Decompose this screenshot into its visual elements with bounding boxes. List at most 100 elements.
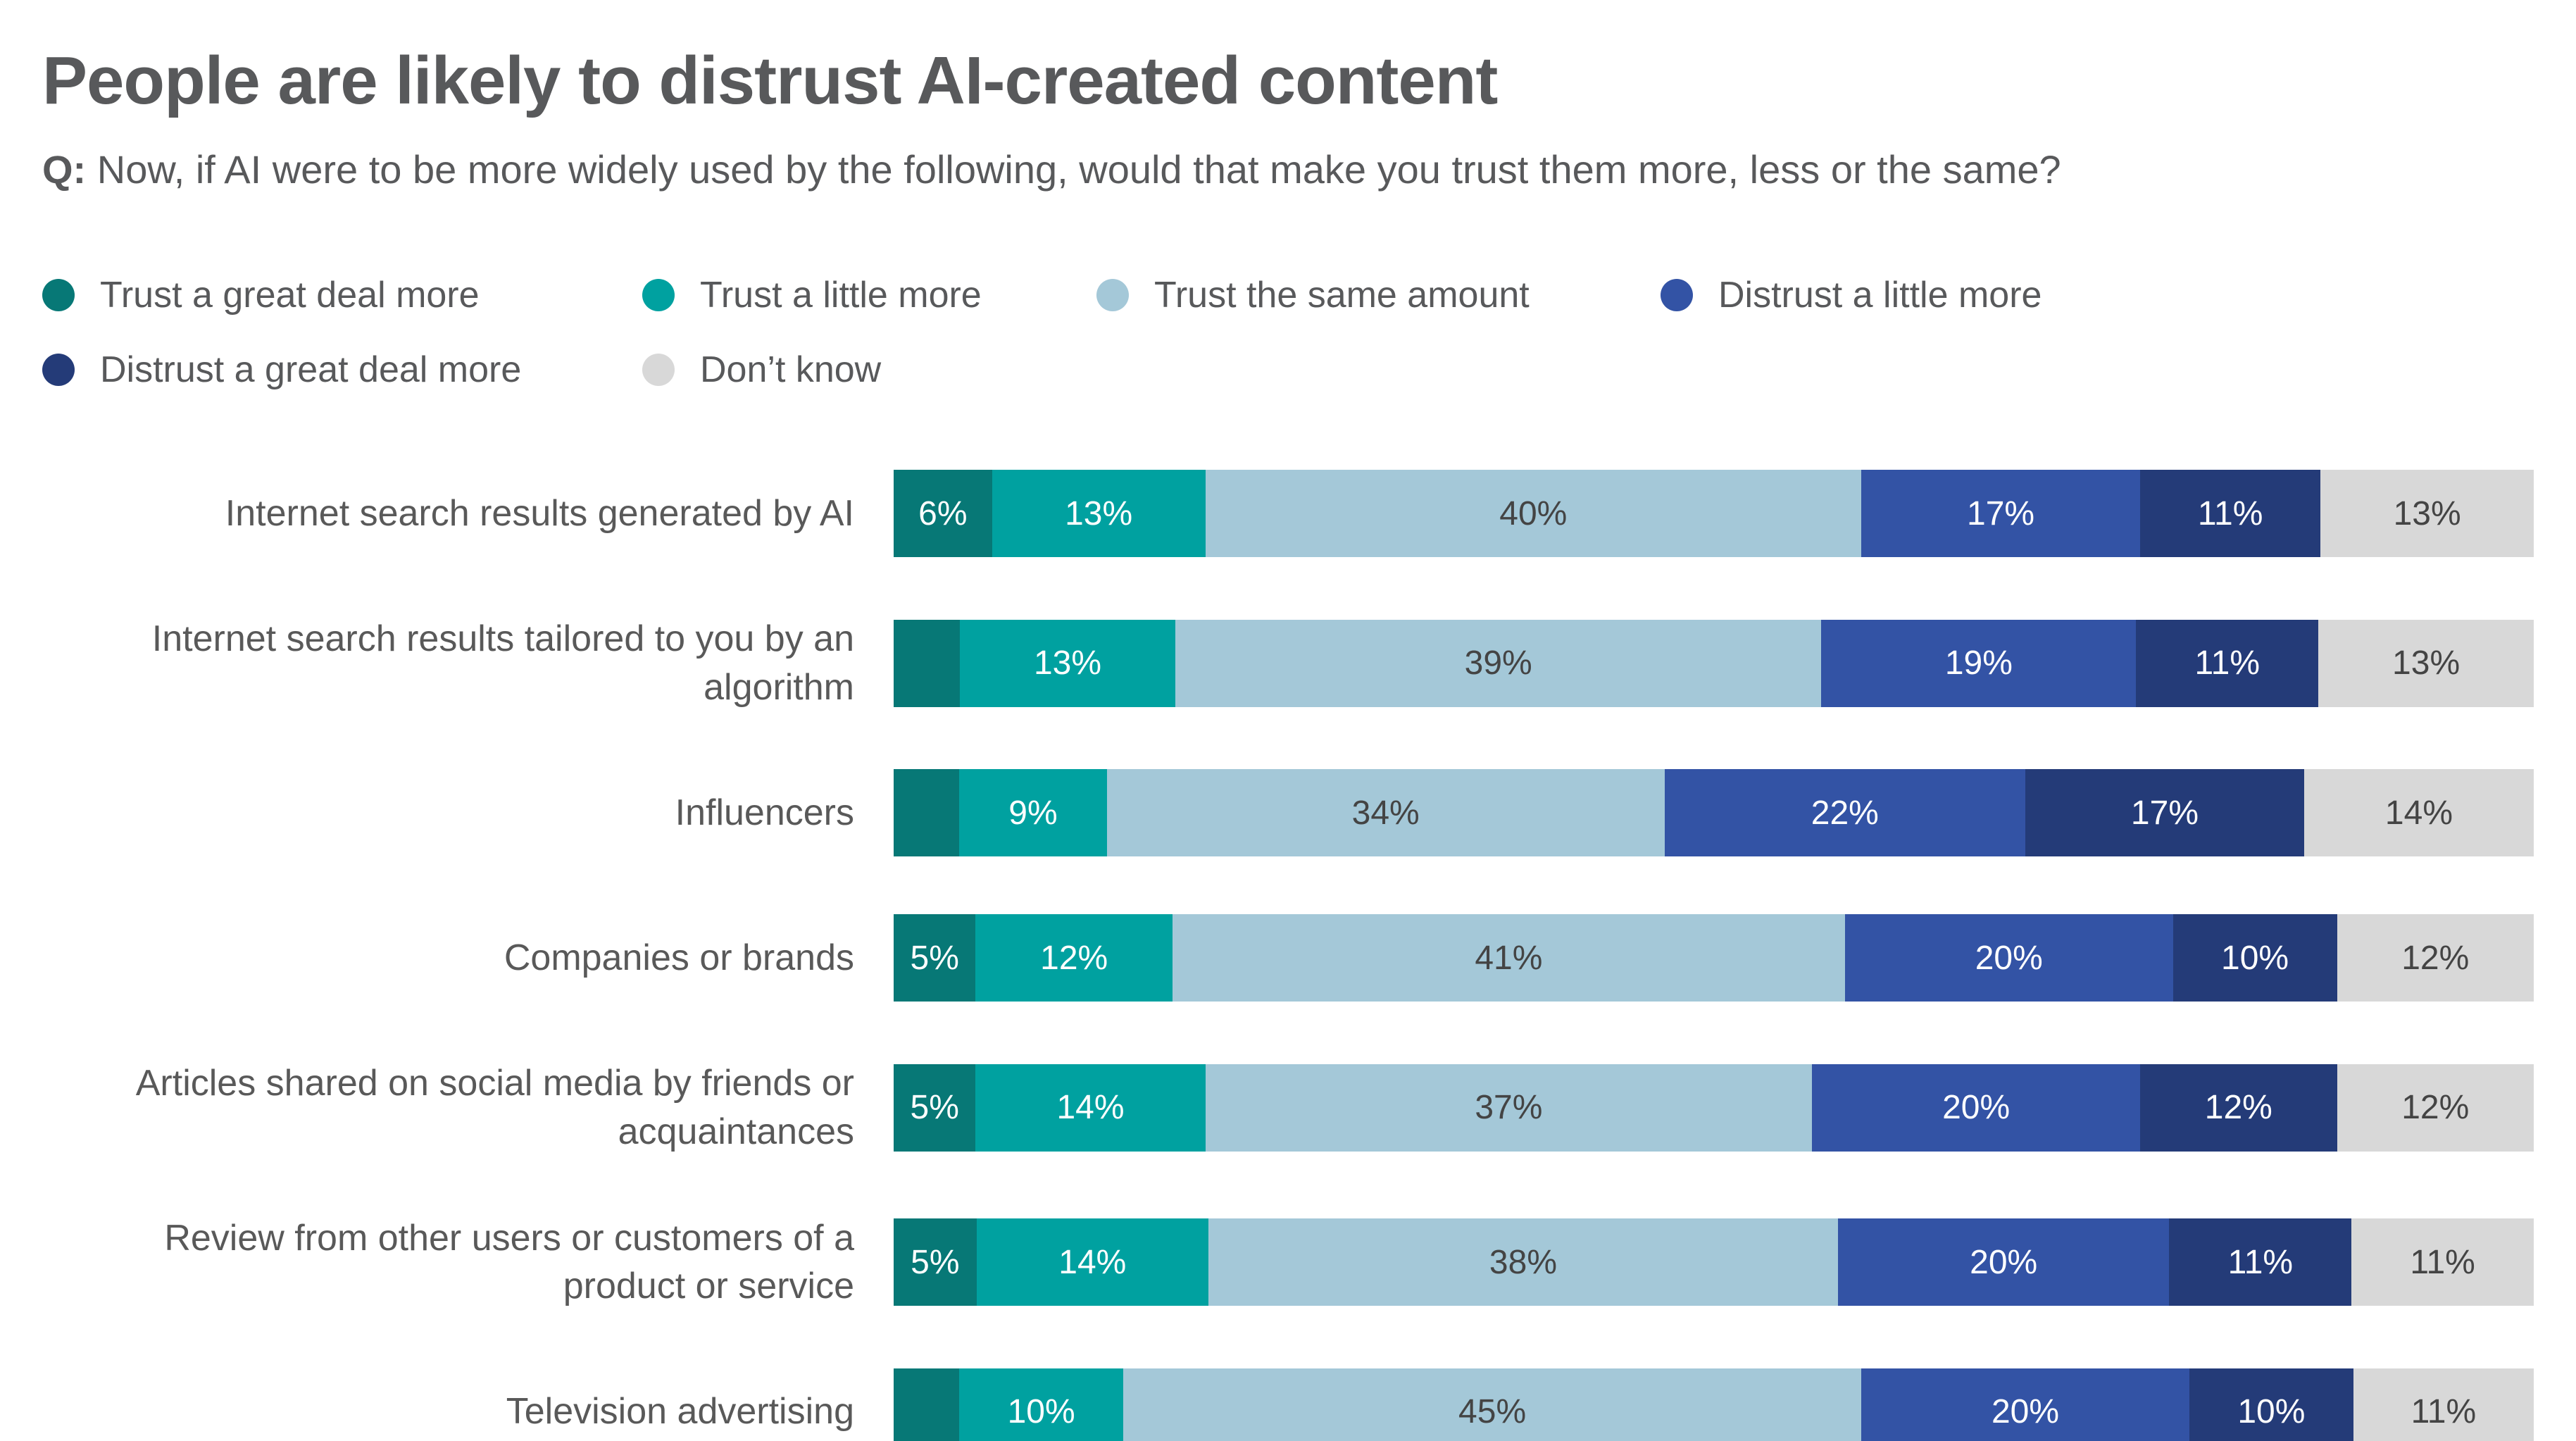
bar-segment-value: 11% [2411,1393,2477,1431]
bar-segment: 13% [960,619,1175,707]
bar-segment: 13% [2318,619,2534,707]
bar-segment-value: 12% [2204,1089,2272,1127]
bar-segment: 17% [1861,470,2141,557]
bar-segment: 45% [1123,1368,1862,1441]
legend-item: Don’t know [642,349,1096,391]
bar-segment: 6% [894,470,992,557]
legend-item: Trust a great deal more [42,274,642,316]
bar-segment: 5% [894,1218,977,1306]
bar-segment: 10% [2189,1368,2353,1441]
category-label: Television advertising [506,1391,854,1433]
bar-segment-value: 13% [2393,494,2461,532]
bar-segment-value: 17% [2130,794,2199,832]
legend-label: Trust a great deal more [100,275,480,316]
chart-row: Review from other users or customers of … [42,1214,2534,1311]
bar-segment: 12% [2337,914,2534,1002]
bar-segment-value: 40% [1499,494,1568,532]
bar-segment-value: 38% [1489,1243,1557,1281]
bar-segment-value: 14% [1058,1243,1127,1281]
bar-segment: 10% [2172,914,2337,1002]
bar-segment: 14% [976,1218,1208,1306]
bar-segment-value: 10% [1007,1393,1075,1431]
legend-label: Trust a little more [700,275,982,316]
bar-segment: 39% [1175,619,1822,707]
bar-segment-value: 11% [2227,1243,2294,1281]
bar-segment-value: 14% [1056,1089,1125,1127]
bar-segment-value: 9% [1008,794,1058,832]
bar-segment: 14% [2303,769,2534,857]
chart-subtitle: Q: Now, if AI were to be more widely use… [42,146,2534,192]
bar-segment: 19% [1821,619,2137,707]
bar-segment-value: 20% [1970,1243,2038,1281]
bar-segment-value: 14% [2384,794,2453,832]
stacked-bar: 6% 13% 40% 17% 11% 13% [894,470,2534,557]
bar-segment: 11% [2351,1218,2534,1306]
bar-segment: 12% [975,914,1173,1002]
bar-segment: 11% [2136,619,2319,707]
bar-segment-value: 12% [2401,1089,2470,1127]
category-label: Companies or brands [504,937,854,978]
chart-row: Internet search results generated by AI 6… [42,470,2534,557]
bar-segment-value: 5% [911,1243,960,1281]
legend-dot-icon [42,279,75,311]
bar-segment-value: 22% [1811,794,1879,832]
bar-segment: 22% [1664,769,2025,857]
bar-segment: 12% [2337,1063,2534,1152]
bar-segment: 14% [975,1063,1206,1152]
legend-dot-icon [642,279,675,311]
bar-segment-value: 12% [2401,939,2470,977]
bar-segment: 5% [894,914,976,1002]
bar-segment-value: 37% [1475,1089,1543,1127]
bar-segment-value: 12% [1040,939,1108,977]
legend-dot-icon [42,354,75,386]
bar-segment [894,769,960,857]
bar-segment-value: 20% [1975,939,2043,977]
bar-segment-value: 13% [2392,644,2461,682]
bar-segment: 9% [959,769,1107,857]
bar-segment-value: 34% [1351,794,1420,832]
bar-chart: Internet search results generated by AI 6… [42,470,2534,1441]
stacked-bar: 5% 12% 41% 20% 10% 12% [894,914,2534,1002]
stacked-bar: 10% 45% 20% 10% 11% [894,1368,2534,1441]
stacked-bar: 9% 34% 22% 17% 14% [894,769,2534,857]
bar-segment: 17% [2025,769,2304,857]
legend-label: Distrust a great deal more [100,349,522,390]
legend-dot-icon [642,354,675,386]
bar-segment: 41% [1172,914,1845,1002]
stacked-bar: 5% 14% 37% 20% 12% 12% [894,1063,2534,1152]
bar-segment: 20% [1837,1218,2170,1306]
chart-row: Internet search results tailored to you … [42,615,2534,711]
legend-item: Trust a little more [642,274,1096,316]
category-label: Review from other users or customers of … [164,1217,854,1307]
bar-segment-value: 20% [1942,1089,2011,1127]
chart-row: Companies or brands 5% 12% 41% 20% 10% 12% [42,914,2534,1002]
bar-segment-value: 5% [910,1089,959,1127]
bar-segment-value: 11% [2410,1243,2475,1281]
bar-segment-value: 13% [1065,494,1133,532]
bar-segment: 20% [1812,1063,2141,1152]
chart-title: People are likely to distrust AI-created… [42,43,1498,118]
bar-segment: 34% [1106,769,1665,857]
bar-segment: 5% [894,1063,976,1152]
legend-item: Trust the same amount [1096,274,1661,316]
bar-segment: 12% [2140,1063,2337,1152]
legend: Trust a great deal more Trust a little mo… [42,274,2534,391]
legend-dot-icon [1096,279,1129,311]
bar-segment-value: 10% [2221,939,2289,977]
bar-segment-value: 20% [1991,1393,2060,1431]
bar-segment: 11% [2169,1218,2352,1306]
bar-segment: 20% [1844,914,2173,1002]
category-label: Internet search results generated by AI [225,492,854,534]
bar-segment [894,1368,960,1441]
bar-segment-value: 11% [2194,644,2261,682]
bar-segment: 40% [1205,470,1862,557]
bar-segment-value: 11% [2197,494,2263,532]
bar-segment: 13% [2320,470,2534,557]
legend-dot-icon [1661,279,1693,311]
chart-row: Articles shared on social media by frien… [42,1059,2534,1156]
bar-segment: 11% [2353,1368,2534,1441]
chart-row: Influencers 9% 34% 22% 17% 14% [42,769,2534,857]
stacked-bar: 5% 14% 38% 20% 11% 11% [894,1218,2534,1306]
bar-segment-value: 41% [1475,939,1543,977]
